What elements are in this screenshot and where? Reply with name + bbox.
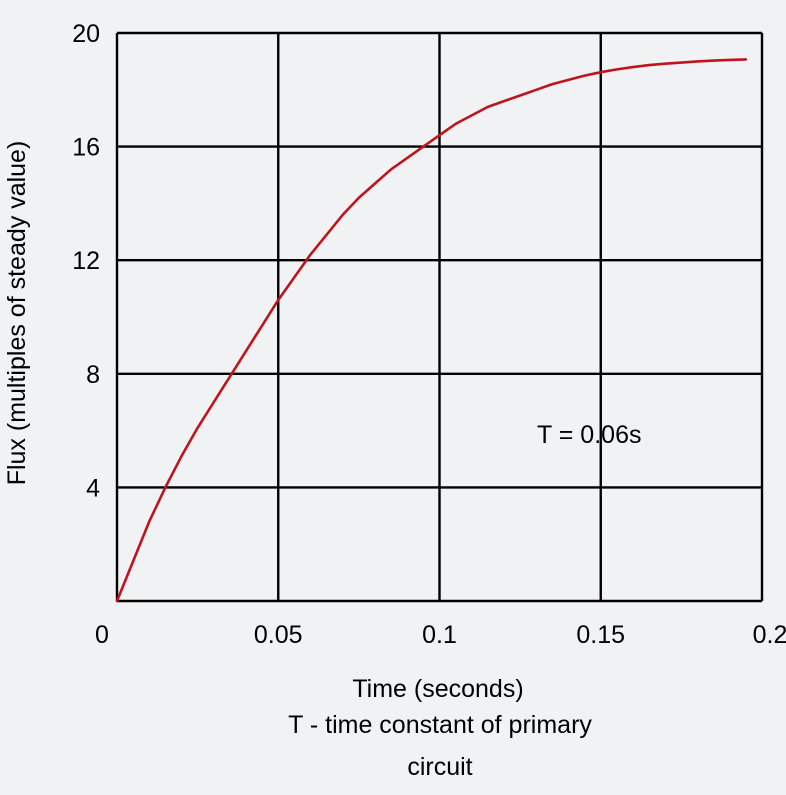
tick-labels: 0 0.05 0.1 0.15 0.2 4 8 12 16 20 [72,20,786,649]
x-tick-label: 0.05 [254,621,303,649]
x-tick-label: 0 [95,621,109,649]
y-tick-label: 16 [72,134,100,162]
x-axis-title: Time (seconds) [352,675,523,703]
caption-line-2: circuit [407,753,473,781]
y-tick-label: 8 [86,361,100,389]
grid [115,31,764,603]
series-line [115,58,748,603]
y-tick-label: 12 [72,247,100,275]
x-tick-label: 0.15 [576,621,625,649]
y-tick-label: 4 [86,474,100,502]
caption-line-1: T - time constant of primary [288,711,592,739]
x-tick-label: 0.1 [422,621,457,649]
series-layer [115,58,748,603]
y-tick-label: 20 [72,20,100,48]
y-axis-title: Flux (multiples of steady value) [3,141,31,486]
x-tick-label: 0.2 [753,621,786,649]
annotation-time-constant: T = 0.06s [537,421,641,449]
